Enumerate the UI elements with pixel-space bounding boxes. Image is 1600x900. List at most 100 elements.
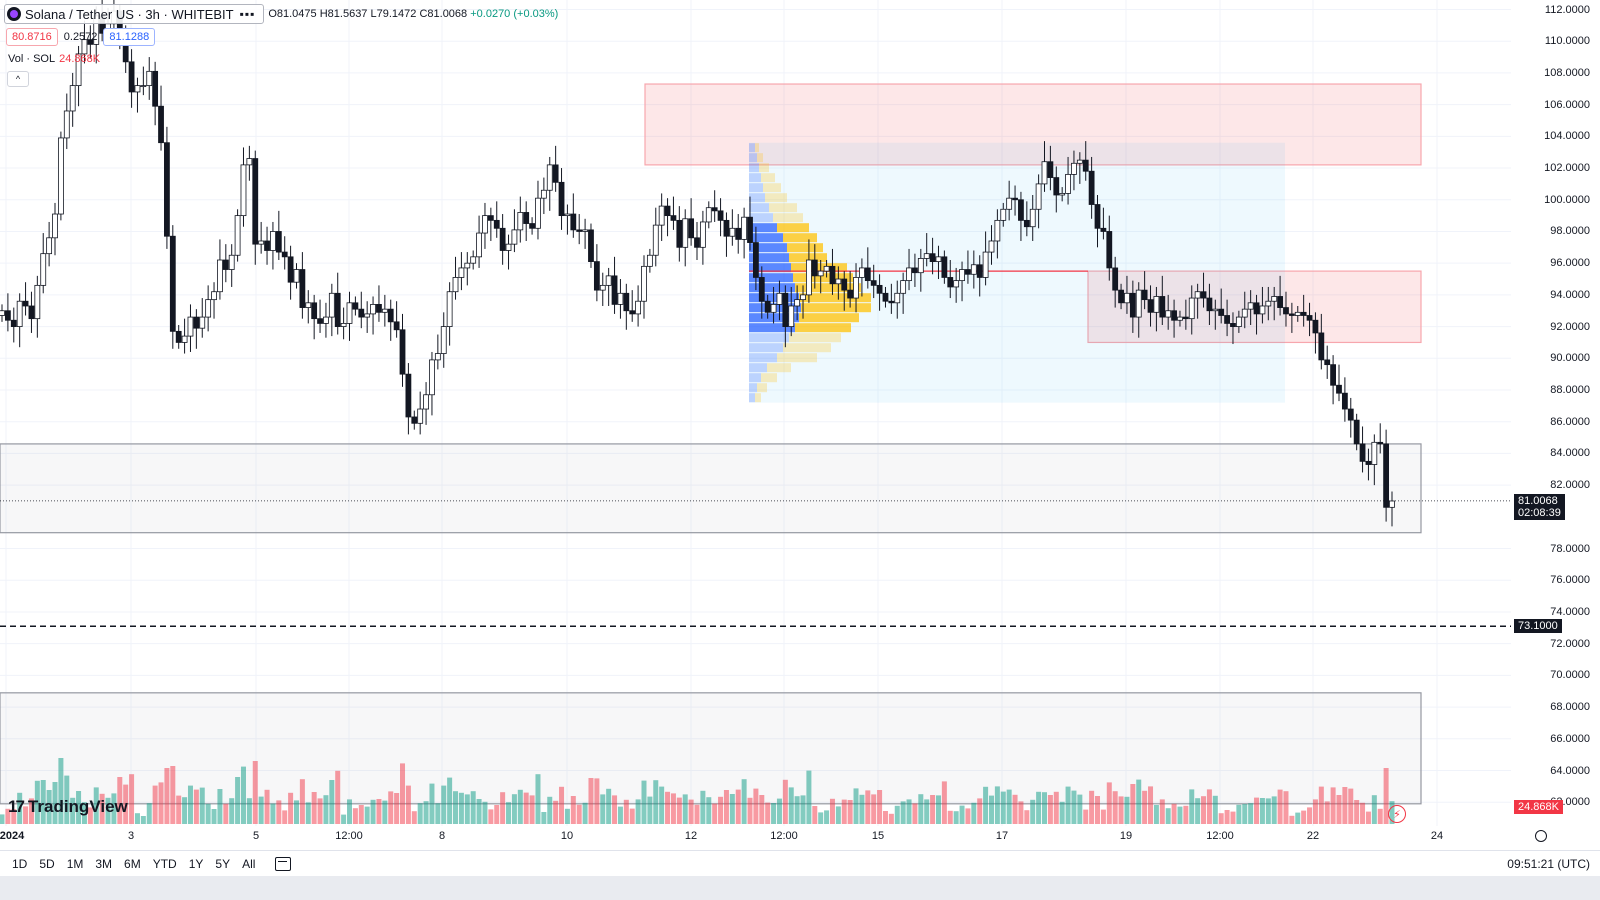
price-tick: 82.0000 <box>1550 479 1590 492</box>
range-button-ytd[interactable]: YTD <box>152 856 177 871</box>
candle-body <box>317 318 323 324</box>
volume-bar <box>293 800 299 824</box>
volume-bar <box>818 812 824 824</box>
volume-bar <box>511 794 517 824</box>
candle-body <box>764 300 771 313</box>
candle-body <box>40 253 47 286</box>
volume-bar <box>1124 796 1130 824</box>
volume-bar <box>747 797 753 824</box>
price-tick: 70.0000 <box>1550 669 1590 682</box>
candle-body <box>311 302 318 320</box>
volume-bar <box>488 809 494 824</box>
range-button-1y[interactable]: 1Y <box>188 856 204 871</box>
volume-bar <box>1236 804 1242 824</box>
volume-bar <box>129 774 135 824</box>
profile-up-bar <box>749 163 759 173</box>
volume-bar <box>947 810 953 824</box>
candle-body <box>1023 219 1030 228</box>
volume-bar <box>1100 809 1106 824</box>
clock: 09:51:21 (UTC) <box>1507 856 1590 871</box>
volume-bar <box>152 785 158 824</box>
volume-bar <box>193 789 199 824</box>
price-axis[interactable]: 112.0000 110.0000 108.0000 106.0000 104.0000… <box>1511 0 1600 830</box>
tradingview-logo[interactable]: 17 TradingView <box>8 797 128 817</box>
sell-button[interactable]: 80.8716 <box>6 28 58 46</box>
volume-bar <box>653 780 659 824</box>
candle-body <box>517 212 524 231</box>
volume-bar <box>187 785 193 824</box>
price-tick: 90.0000 <box>1550 352 1590 365</box>
candle-body <box>1271 296 1278 302</box>
volume-bar <box>600 794 606 824</box>
candle-body <box>711 207 718 212</box>
candle-body <box>1206 297 1213 312</box>
volume-bar <box>1177 806 1183 824</box>
candle-body <box>1088 170 1095 205</box>
candle-body <box>1182 316 1189 320</box>
candle-body <box>1336 384 1342 394</box>
volume-bar <box>146 803 152 824</box>
candle-body <box>417 408 424 424</box>
volume-bar <box>376 799 382 824</box>
volume-bar <box>264 789 270 824</box>
candle-body <box>46 237 53 255</box>
candle-body <box>1353 419 1360 445</box>
symbol-selector[interactable]: Solana / Tether US · 3h · WHITEBIT ▪▪▪ <box>4 4 265 24</box>
candle-body <box>346 302 353 324</box>
candle-body <box>705 207 712 223</box>
candle-body <box>1383 443 1390 508</box>
candle-body <box>1071 162 1077 175</box>
candle-body <box>364 313 371 318</box>
range-button-all[interactable]: All <box>242 856 256 871</box>
volume-bar <box>965 808 971 824</box>
volume-legend: Vol · SOL 24.868K <box>8 53 100 65</box>
candle-body <box>376 303 382 313</box>
candle-body <box>81 39 88 55</box>
time-axis[interactable]: 2024 3 5 12:00 8 10 12 12:00 15 17 19 12:00 22 24 <box>0 826 1511 846</box>
range-button-3m[interactable]: 3M <box>95 856 113 871</box>
candle-body <box>735 227 742 240</box>
candle-body <box>682 218 689 248</box>
candle-body <box>894 292 901 304</box>
candle-body <box>181 335 188 343</box>
more-dots-icon[interactable]: ▪▪▪ <box>239 7 256 21</box>
volume-bar <box>323 795 329 824</box>
volume-value: 24.868K <box>59 53 101 65</box>
volume-bar <box>52 782 58 824</box>
range-button-5d[interactable]: 5D <box>39 856 55 871</box>
volume-bar <box>405 785 411 824</box>
settings-icon[interactable] <box>1535 830 1547 842</box>
candle-body <box>1265 300 1272 307</box>
range-button-1d[interactable]: 1D <box>12 856 28 871</box>
candle-body <box>429 359 435 396</box>
volume-bar <box>517 789 523 824</box>
volume-bar <box>882 811 888 824</box>
volume-bar <box>912 803 918 824</box>
volume-bar <box>1142 790 1148 824</box>
candle-body <box>1247 302 1254 310</box>
volume-bar <box>588 778 594 824</box>
range-button-1m[interactable]: 1M <box>66 856 84 871</box>
candle-body <box>576 229 583 232</box>
bottom-strip <box>0 876 1600 900</box>
lightning-icon[interactable]: ⚡ <box>1388 805 1406 823</box>
volume-bar <box>670 793 676 824</box>
candle-body <box>464 262 471 269</box>
volume-bar <box>388 791 394 824</box>
range-button-6m[interactable]: 6M <box>124 856 141 871</box>
candle-body <box>817 270 824 277</box>
volume-bar <box>617 806 623 824</box>
volume-bar <box>1106 782 1112 824</box>
time-tick: 12 <box>684 830 698 842</box>
volume-bar <box>341 814 347 824</box>
collapse-legend-button[interactable]: ^ <box>7 71 29 87</box>
buy-button[interactable]: 81.1288 <box>103 28 156 46</box>
price-tick: 76.0000 <box>1550 574 1590 587</box>
volume-bar <box>718 796 724 824</box>
profile-down-bar <box>765 193 787 203</box>
calendar-icon[interactable] <box>275 856 292 871</box>
candle-body <box>535 197 541 229</box>
time-tick: 19 <box>1119 830 1133 842</box>
range-button-5y[interactable]: 5Y <box>215 856 231 871</box>
